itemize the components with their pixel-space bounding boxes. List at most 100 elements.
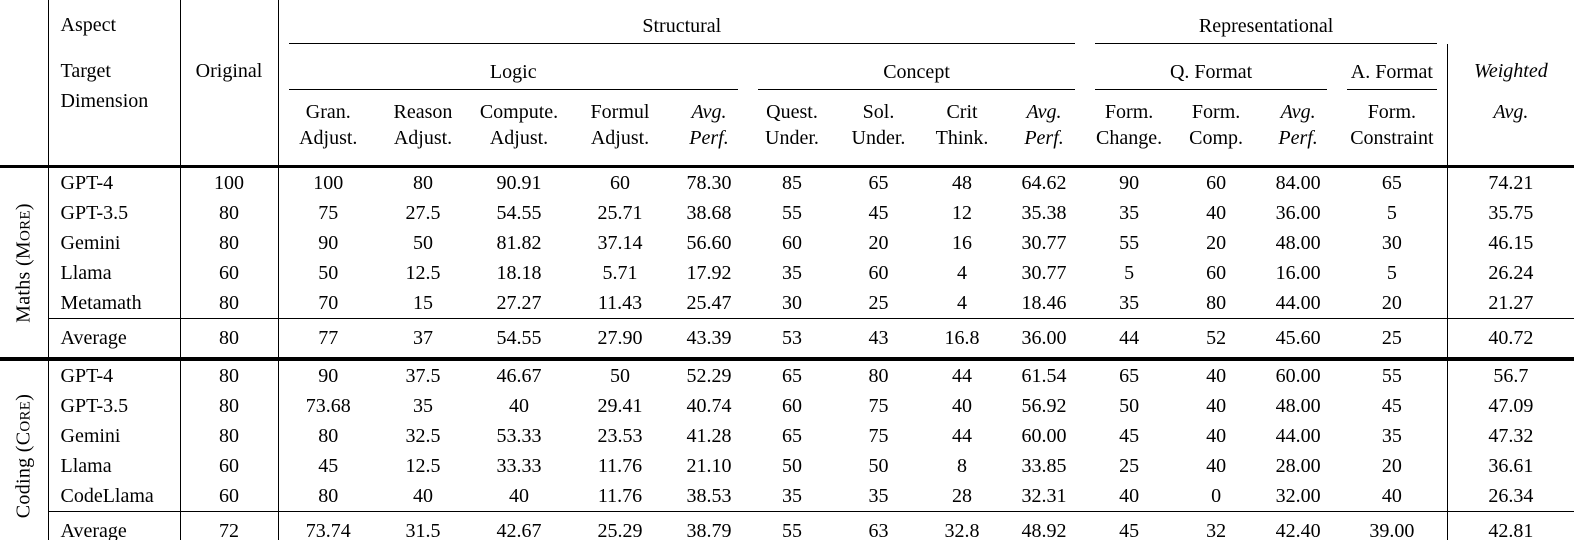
concept-label: Concept — [883, 61, 950, 83]
value-cell: 54.55 — [496, 201, 542, 224]
value-cell: 60 — [782, 394, 802, 417]
value-cell: 45.60 — [1259, 318, 1338, 357]
table-row: Gemini 80 80 32.5 53.33 23.53 41.28 65 75 44 60.00… — [0, 421, 1574, 451]
aspect-header-label: Aspect — [48, 0, 181, 44]
value-cell: 25.47 — [686, 291, 732, 314]
weighted-value: 36.61 — [1446, 451, 1574, 481]
corner-cell — [0, 0, 49, 44]
empty-cell — [180, 90, 279, 165]
value-cell: 40 — [1206, 394, 1227, 417]
weighted-value: 47.09 — [1446, 391, 1574, 421]
value-cell: 42.40 — [1259, 511, 1338, 540]
horizontal-rule — [0, 357, 1574, 361]
dimension-header-crit-think: Crit Think. — [935, 101, 989, 149]
value-cell: 73.74 — [278, 511, 378, 540]
original-value: 80 — [180, 361, 279, 391]
value-cell: 29.41 — [597, 394, 643, 417]
value-cell: 44 — [952, 424, 972, 447]
original-value: 80 — [180, 288, 279, 319]
value-cell: 25 — [1119, 454, 1140, 477]
model-name: Llama — [48, 451, 181, 481]
target-group-a-format: A. Format — [1337, 44, 1447, 90]
value-cell: 60.00 — [1275, 364, 1321, 387]
value-cell: 5 — [1124, 261, 1135, 284]
weighted-column-header: Weighted — [1446, 44, 1574, 90]
value-cell: 75 — [868, 424, 889, 447]
table-row: Llama 60 45 12.5 33.33 11.76 21.10 50 50 8 33.85 25… — [0, 451, 1574, 481]
value-cell: 52 — [1173, 318, 1260, 357]
dimension-header-quest-under: Quest. Under. — [765, 101, 819, 149]
value-cell: 40 — [1119, 484, 1140, 507]
value-cell: 81.82 — [496, 231, 542, 254]
corner-cell — [0, 90, 49, 165]
original-value: 80 — [180, 391, 279, 421]
dimension-header-form-constraint: Form. Constraint — [1350, 101, 1434, 149]
value-cell: 50 — [868, 454, 889, 477]
target-group-concept: Concept — [748, 44, 1085, 90]
value-cell: 65 — [782, 424, 802, 447]
weighted-value: 42.81 — [1446, 511, 1574, 540]
value-cell: 80 — [318, 484, 339, 507]
value-cell: 35 — [782, 261, 802, 284]
value-cell: 18.46 — [1021, 291, 1067, 314]
value-cell: 5 — [1386, 201, 1397, 224]
table-row: CodeLlama 60 80 40 40 11.76 38.53 35 35 28 32.31 40… — [0, 481, 1574, 512]
value-cell: 38.68 — [686, 201, 732, 224]
value-cell: 35 — [868, 484, 889, 507]
dimension-header-sol-under: Sol. Under. — [851, 101, 906, 149]
representational-label: Representational — [1198, 15, 1334, 37]
value-cell: 21.10 — [686, 454, 732, 477]
value-cell: 4 — [957, 261, 967, 284]
value-cell: 60 — [610, 171, 630, 194]
value-cell: 50 — [610, 364, 630, 387]
table-row: Maths (MORE) GPT-4 100 100 80 90.91 60 78.30 85 6… — [0, 168, 1574, 357]
value-cell: 20 — [1381, 454, 1402, 477]
value-cell: 33.33 — [496, 454, 542, 477]
value-cell: 80 — [318, 424, 339, 447]
weighted-value: 74.21 — [1446, 168, 1574, 198]
value-cell: 55 — [1119, 231, 1140, 254]
value-cell: 43 — [836, 318, 921, 357]
original-value: 60 — [180, 481, 279, 512]
value-cell: 35 — [1119, 291, 1140, 314]
value-cell: 78.30 — [686, 171, 732, 194]
weighted-value: 56.7 — [1446, 361, 1574, 391]
value-cell: 65 — [868, 171, 889, 194]
model-name: GPT-4 — [48, 168, 181, 198]
value-cell: 35 — [1381, 424, 1402, 447]
dimension-header-avg: Avg. — [1446, 90, 1574, 165]
model-name: Gemini — [48, 228, 181, 258]
value-cell: 37 — [378, 318, 468, 357]
average-label: Average — [48, 511, 181, 540]
value-cell: 38.79 — [670, 511, 748, 540]
value-cell: 48.00 — [1275, 231, 1321, 254]
value-cell: 35 — [1119, 201, 1140, 224]
model-name: GPT-3.5 — [48, 391, 181, 421]
value-cell: 40 — [1206, 424, 1227, 447]
original-value: 80 — [180, 421, 279, 451]
value-cell: 23.53 — [597, 424, 643, 447]
value-cell: 52.29 — [686, 364, 732, 387]
target-group-logic: Logic — [278, 44, 748, 90]
corner-cell — [0, 44, 49, 90]
value-cell: 54.55 — [468, 318, 570, 357]
value-cell: 4 — [957, 291, 967, 314]
value-cell: 31.5 — [378, 511, 468, 540]
dimension-header-form-comp: Form. Comp. — [1189, 101, 1244, 149]
value-cell: 85 — [782, 171, 802, 194]
value-cell: 25.71 — [597, 201, 643, 224]
value-cell: 84.00 — [1275, 171, 1321, 194]
aspect-group-representational: Representational — [1085, 0, 1447, 44]
q-format-label: Q. Format — [1169, 61, 1253, 83]
value-cell: 0 — [1211, 484, 1222, 507]
value-cell: 48 — [952, 171, 972, 194]
value-cell: 35.38 — [1021, 201, 1067, 224]
value-cell: 40 — [1206, 454, 1227, 477]
value-cell: 80 — [413, 171, 433, 194]
value-cell: 30.77 — [1021, 261, 1067, 284]
value-cell: 33.85 — [1021, 454, 1067, 477]
value-cell: 35 — [782, 484, 802, 507]
value-cell: 37.5 — [405, 364, 441, 387]
empty-cell — [1447, 0, 1574, 44]
